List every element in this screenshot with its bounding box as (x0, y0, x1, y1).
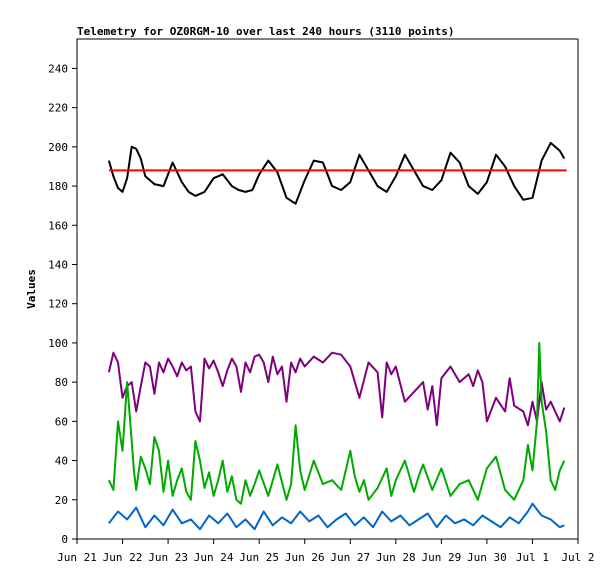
x-tick-label: Jun 23 (148, 551, 188, 564)
y-tick-label: 240 (48, 62, 68, 75)
y-tick-label: 180 (48, 180, 68, 193)
y-tick-label: 220 (48, 102, 68, 115)
y-tick-label: 100 (48, 337, 68, 350)
series-group (107, 141, 567, 531)
y-tick-label: 80 (55, 376, 68, 389)
x-tick-label: Jun 28 (376, 551, 416, 564)
y-tick-label: 20 (55, 494, 68, 507)
y-axis-label: Values (25, 269, 38, 309)
y-tick-label: 60 (55, 415, 68, 428)
series-line-1 (107, 141, 566, 205)
series-line-4 (107, 341, 566, 505)
y-tick-label: 0 (61, 533, 68, 546)
x-tick-label: Jun 26 (285, 551, 325, 564)
y-tick-label: 40 (55, 455, 68, 468)
x-tick-label: Jun 24 (194, 551, 234, 564)
y-tick-label: 160 (48, 219, 68, 232)
x-tick-label: Jul 1 (516, 551, 549, 564)
x-tick-label: Jun 27 (330, 551, 370, 564)
y-tick-label: 200 (48, 141, 68, 154)
x-axis: Jun 21 Jun 22 Jun 23 Jun 24 Jun 25 Jun 26 Jun … (57, 539, 595, 564)
x-tick-label: Jun 22 (103, 551, 143, 564)
x-tick-label: Jun 25 (239, 551, 279, 564)
x-tick-label: Jul 2 (561, 551, 594, 564)
x-tick-label: Jun 29 (421, 551, 461, 564)
y-tick-label: 120 (48, 298, 68, 311)
series-line-5 (108, 502, 565, 531)
x-tick-label: Jun 30 (467, 551, 507, 564)
chart-title: Telemetry for OZ0RGM-10 over last 240 ho… (77, 25, 455, 38)
y-tick-label: 140 (48, 258, 68, 271)
y-axis: 0 20 40 60 80 100 120 140 160 180 200 220 240 (48, 62, 77, 546)
series-line-3 (107, 351, 566, 427)
x-tick-label: Jun 21 (57, 551, 97, 564)
